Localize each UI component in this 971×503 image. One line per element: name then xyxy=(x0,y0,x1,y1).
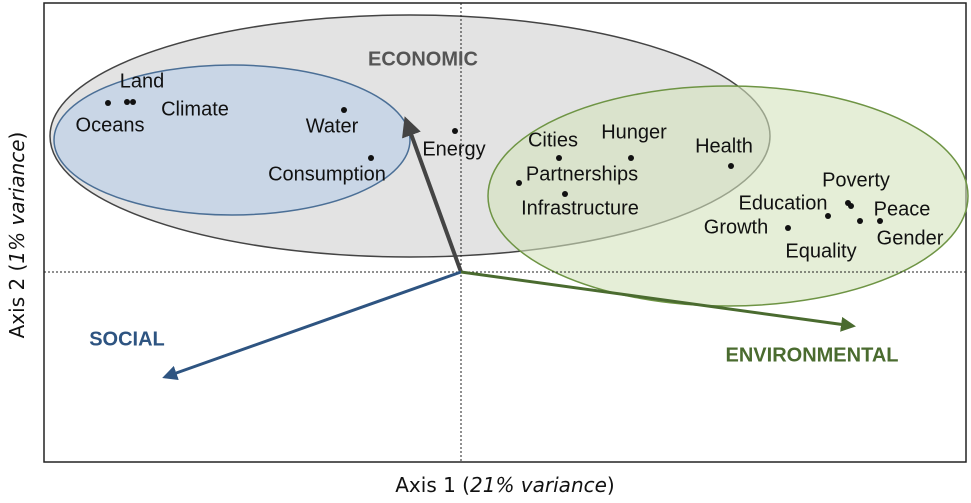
node-label: Consumption xyxy=(268,163,386,185)
group-label: ECONOMIC xyxy=(368,48,478,70)
x-axis-label: Axis 1 (21% variance) xyxy=(395,473,614,497)
node-dot xyxy=(105,100,111,106)
environmental-arrow xyxy=(460,270,856,332)
node-label: Health xyxy=(695,135,753,157)
node-label: Peace xyxy=(874,198,931,220)
node-label: Gender xyxy=(877,227,944,249)
node-label: Climate xyxy=(161,98,229,120)
node-dot xyxy=(877,218,883,224)
environmental-ellipse xyxy=(487,85,969,307)
node-label: Partnerships xyxy=(526,163,638,185)
node-dot xyxy=(825,213,831,219)
node-label: Infrastructure xyxy=(521,197,639,219)
node-label: Land xyxy=(120,70,165,92)
economic-arrow xyxy=(402,116,463,273)
y-axis-label: Axis 2 (1% variance) xyxy=(5,132,29,339)
node-dot xyxy=(562,191,568,197)
node-dot xyxy=(556,155,562,161)
node-dot xyxy=(341,107,347,113)
node-dot xyxy=(728,163,734,169)
node-dot xyxy=(452,128,458,134)
node-label: Equality xyxy=(785,240,856,262)
node-label: Hunger xyxy=(601,121,667,143)
group-label: ENVIRONMENTAL xyxy=(726,344,899,366)
node-dot xyxy=(368,155,374,161)
social-arrow xyxy=(162,270,462,381)
node-label: Water xyxy=(306,115,359,137)
node-label: Cities xyxy=(528,129,578,151)
node-label: Growth xyxy=(704,216,768,238)
node-label: Education xyxy=(739,192,828,214)
node-label: Energy xyxy=(422,138,485,160)
social-ellipse xyxy=(53,64,411,216)
node-dot xyxy=(124,99,130,105)
node-dot xyxy=(516,180,522,186)
nodes: Land Oceans Climate Water Consumption Energy C… xyxy=(76,70,944,262)
node-dot xyxy=(785,225,791,231)
node-dot xyxy=(848,203,854,209)
node-dot xyxy=(130,99,136,105)
node-label: Oceans xyxy=(76,114,145,136)
group-label: SOCIAL xyxy=(89,328,165,350)
node-label: Poverty xyxy=(822,169,890,191)
node-dot xyxy=(857,218,863,224)
node-dot xyxy=(628,155,634,161)
